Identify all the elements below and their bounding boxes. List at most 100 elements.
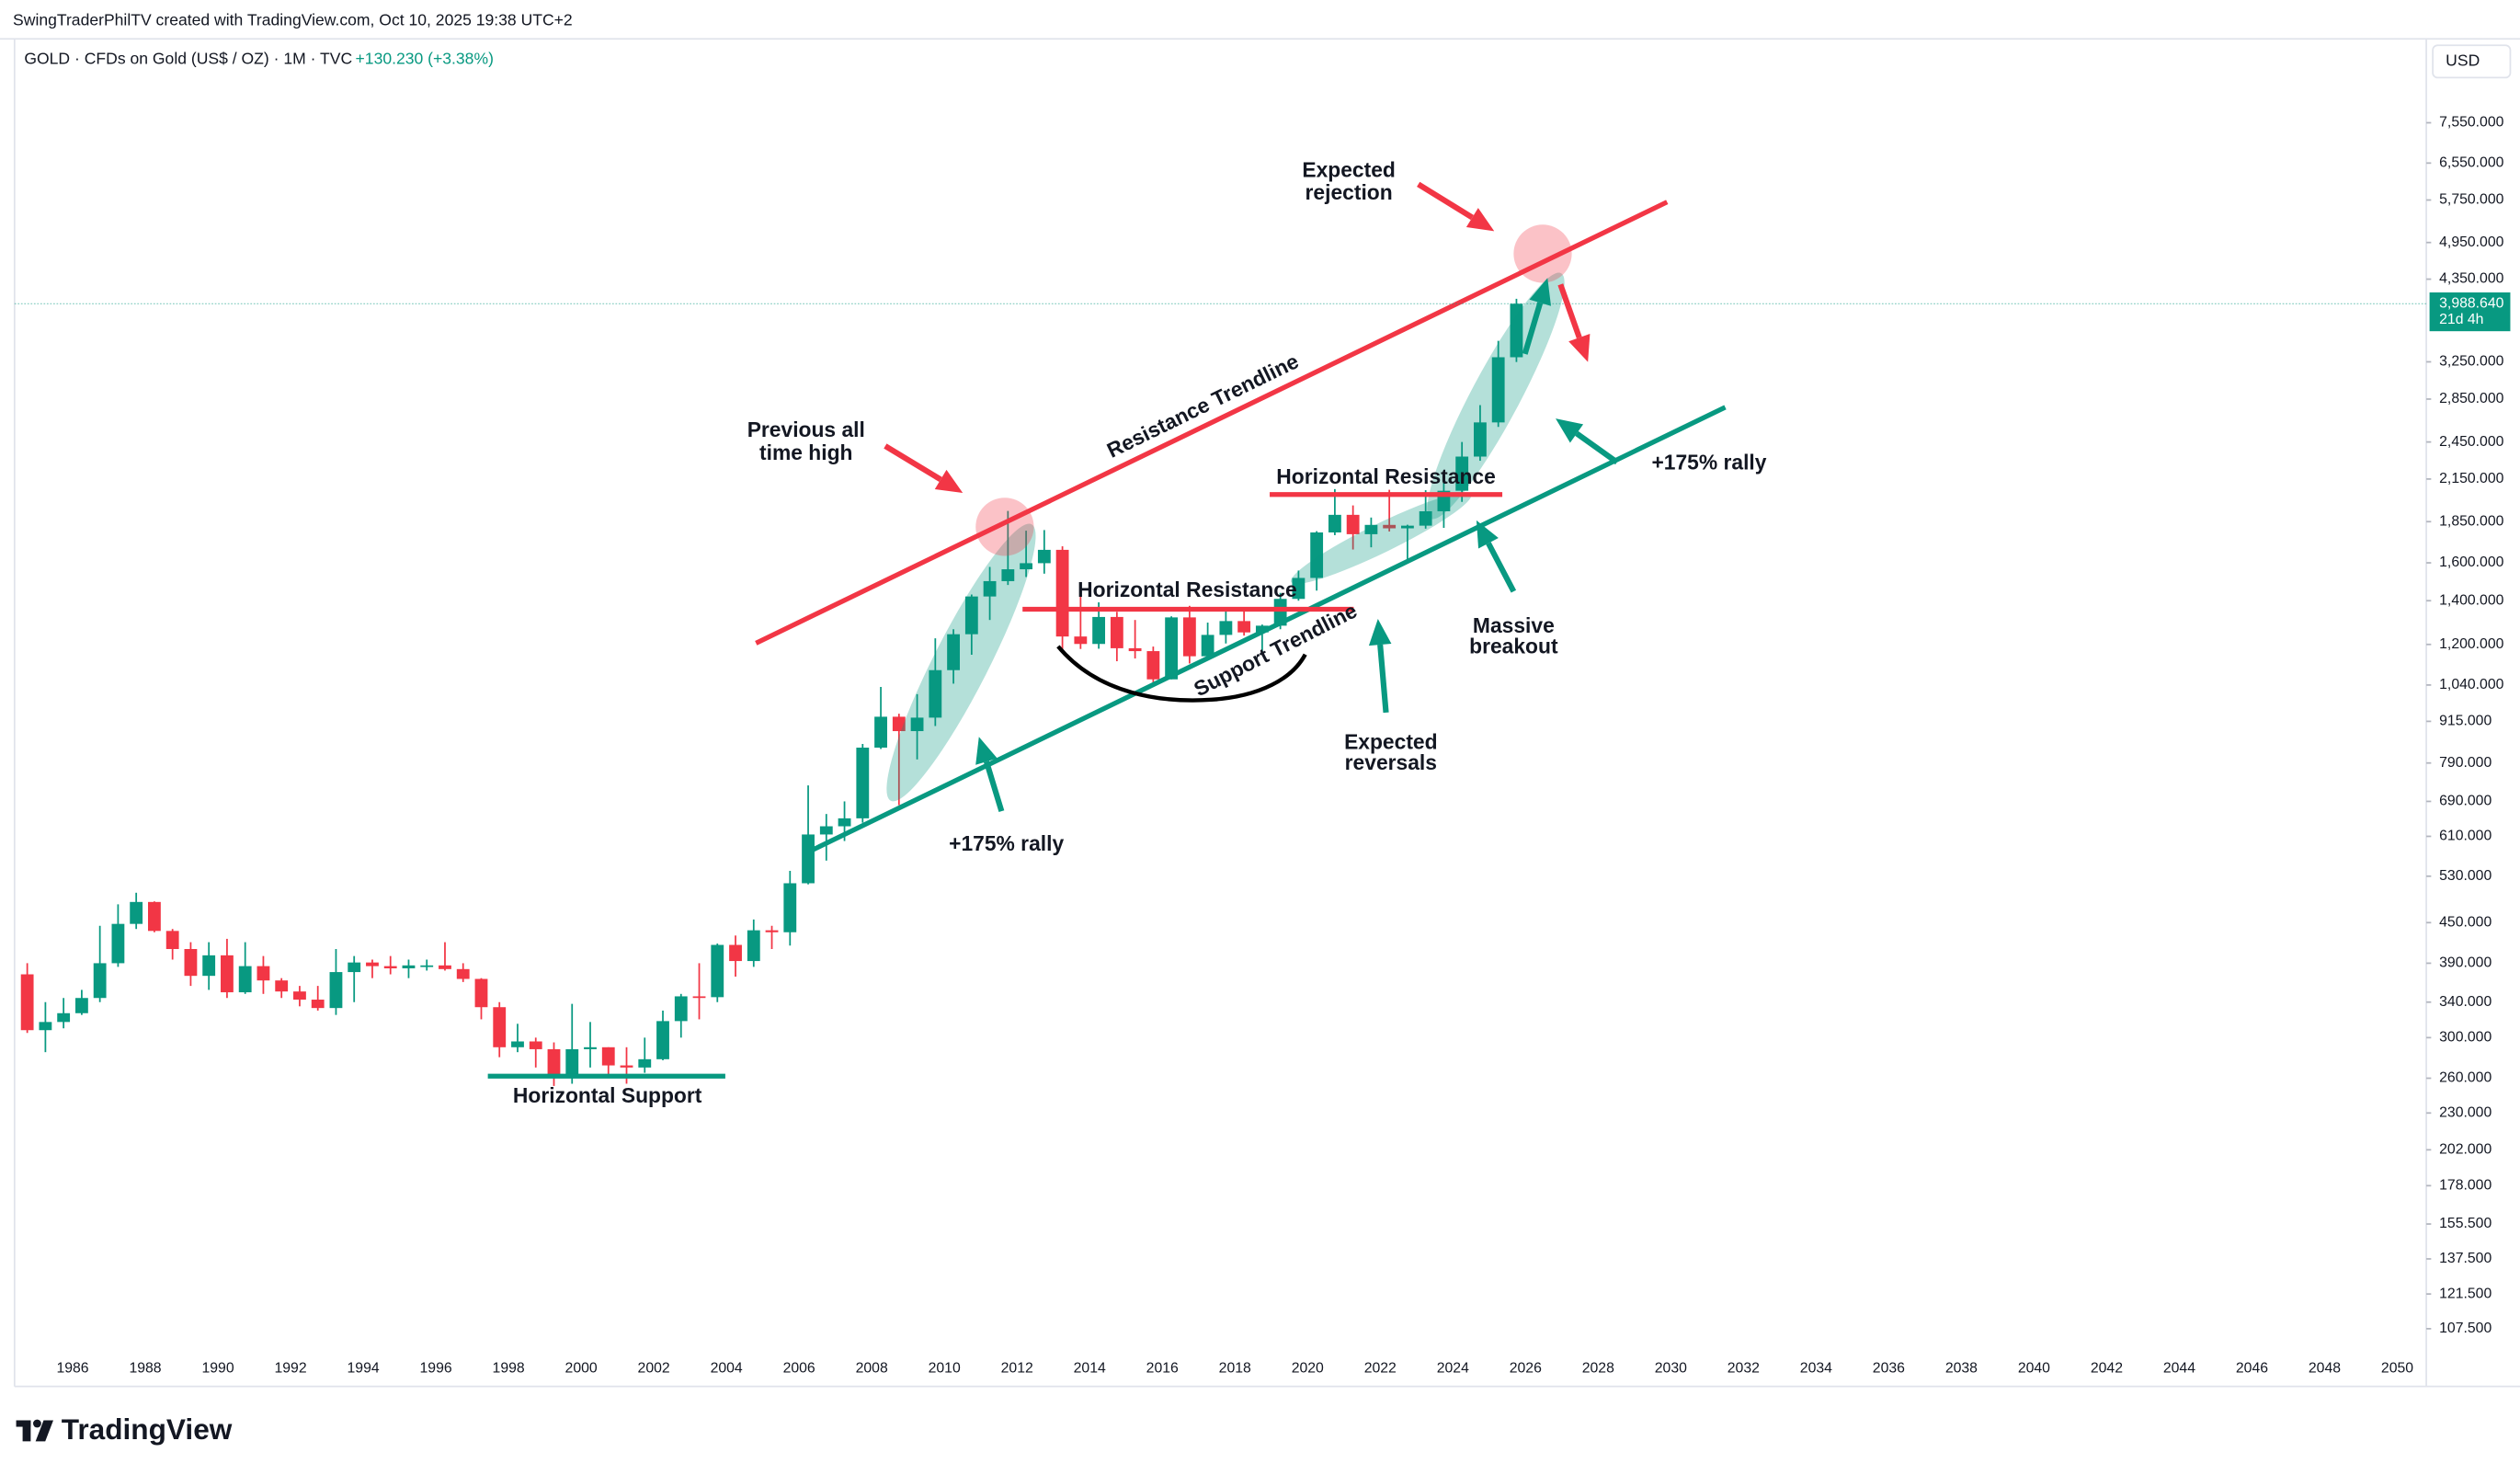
x-tick-label: 2034 [1800,1360,1832,1376]
last-price-box [2429,292,2511,332]
candle-body [1201,635,1214,657]
candle-body [1491,357,1505,423]
y-tick-label: 178.000 [2439,1178,2491,1194]
annotation: Horizontal Resistance [1078,578,1297,601]
candle-body [1383,524,1397,529]
change: +130.230 (+3.38%) [356,50,494,68]
candle-body [439,965,451,969]
candle-body [1292,578,1306,600]
candle-body [601,1047,615,1066]
candle-body [1364,524,1378,534]
y-tick-label: 3,250.000 [2439,354,2503,370]
x-tick-label: 2036 [1873,1360,1905,1376]
candle-body [348,962,361,973]
y-tick-label: 230.000 [2439,1104,2491,1120]
currency[interactable]: USD [2446,51,2480,69]
arrow-shaft [1557,283,1582,339]
candle-body [638,1058,652,1068]
candle-body [584,1047,597,1049]
x-tick-label: 2038 [1945,1360,1978,1376]
candle-body [1092,616,1106,645]
x-tick-label: 2012 [1001,1360,1033,1376]
arrow-shaft [1575,430,1619,465]
candle-body [819,826,833,835]
y-tick-label: 137.500 [2439,1251,2491,1266]
candle-body [711,944,724,998]
logo-shape [22,1420,31,1442]
candle-body [747,930,760,962]
y-tick-label: 121.500 [2439,1286,2491,1301]
arrow-shaft [884,443,942,483]
y-tick-label: 1,040.000 [2439,677,2503,692]
candle-body [529,1041,542,1049]
y-tick-label: 340.000 [2439,994,2491,1010]
candle-body [39,1022,52,1031]
candle-body [402,965,416,969]
annotation: Expected [1302,157,1396,181]
support-trendline [811,405,1727,852]
x-tick-label: 1996 [420,1360,452,1376]
x-tick-label: 2022 [1364,1360,1397,1376]
candle-body [383,966,397,969]
candle-body [93,963,107,999]
last-price-label: 3,988.640 [2439,295,2503,311]
x-tick-label: 2048 [2309,1360,2341,1376]
currency-button[interactable] [2432,44,2512,79]
candle-body [456,968,470,979]
y-tick-label: 4,350.000 [2439,271,2503,287]
logo-shape [35,1420,53,1442]
candle-body [184,949,198,977]
arrow-head [934,469,964,493]
candle-body [856,747,870,818]
x-tick-label: 2002 [638,1360,670,1376]
candle-body [329,972,343,1009]
y-tick-label: 202.000 [2439,1142,2491,1158]
highlight [1291,492,1472,584]
candle-body [910,717,924,732]
candle-body [947,634,960,670]
candle-body [311,1000,325,1009]
annotation: Horizontal Support [513,1083,702,1107]
base-arc [1056,645,1307,703]
candle-body [165,931,179,950]
y-tick-label: 5,750.000 [2439,192,2503,208]
logo-text: TradingView [62,1413,233,1446]
annotation: breakout [1469,635,1558,658]
candle-body [1182,617,1196,657]
x-tick-label: 2040 [2018,1360,2050,1376]
candle-body [1401,525,1414,529]
x-tick-label: 1992 [274,1360,306,1376]
candle-body [1455,456,1469,491]
arrow-shaft [1486,542,1517,593]
candle-body [892,716,906,732]
credit: SwingTraderPhilTV created with TradingVi… [13,11,573,29]
candle-body [420,965,434,967]
y-tick-label: 300.000 [2439,1030,2491,1046]
candle-body [1037,549,1051,564]
candle-body [474,978,488,1008]
candle-body [692,996,706,999]
y-tick-label: 107.500 [2439,1321,2491,1336]
candle-body [1310,532,1324,578]
arrow-shaft [1377,644,1389,714]
candle-body [802,834,815,884]
candle-body [148,901,161,932]
candle-body [1237,621,1251,633]
y-tick-label: 915.000 [2439,714,2491,729]
y-tick-label: 1,600.000 [2439,555,2503,570]
candle-body [1146,651,1160,680]
candle-body [1165,617,1179,680]
candle-body [1346,514,1360,534]
candle-body [765,930,779,932]
arrow-head [1465,208,1495,232]
candle-body [493,1007,507,1047]
logo-shape [33,1419,41,1428]
candles [20,298,1523,1086]
candle-body [620,1065,633,1068]
x-tick-label: 2004 [711,1360,743,1376]
x-tick-label: 2008 [856,1360,888,1376]
candle-body [729,944,742,962]
